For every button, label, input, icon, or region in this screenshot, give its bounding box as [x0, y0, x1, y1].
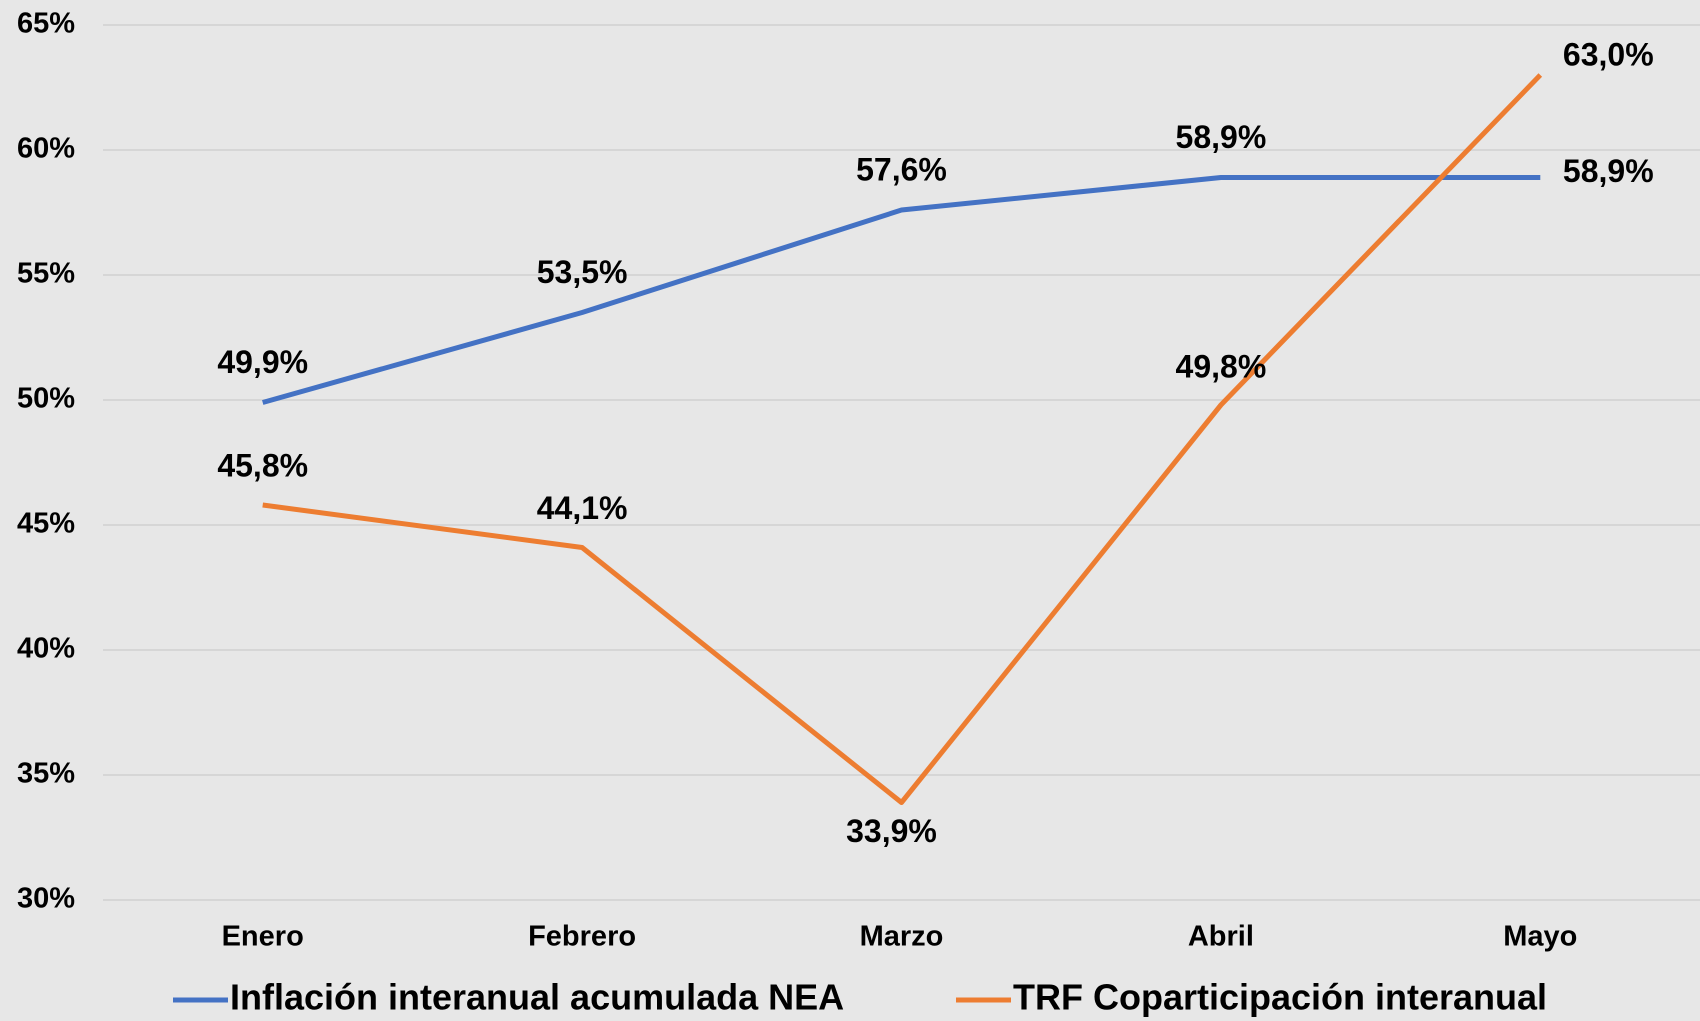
data-label: 33,9% [846, 813, 937, 849]
data-label: 49,8% [1176, 348, 1267, 384]
series-line [262, 175, 1541, 405]
y-tick-label: 65% [17, 8, 75, 40]
x-tick-label: Febrero [528, 921, 636, 953]
legend-label: TRF Coparticipación interanual [1013, 977, 1547, 1018]
data-label: 53,5% [537, 254, 628, 290]
data-label: 44,1% [537, 490, 628, 526]
y-tick-label: 45% [17, 508, 75, 540]
x-tick-label: Enero [222, 921, 304, 953]
data-label: 58,9% [1563, 153, 1654, 189]
x-tick-label: Abril [1188, 921, 1254, 953]
y-tick-label: 60% [17, 133, 75, 165]
data-label: 49,9% [217, 344, 308, 380]
y-tick-label: 40% [17, 633, 75, 665]
data-label: 45,8% [217, 447, 308, 483]
legend-label: Inflación interanual acumulada NEA [230, 977, 844, 1018]
y-tick-label: 55% [17, 258, 75, 290]
data-label: 63,0% [1563, 36, 1654, 72]
data-label: 58,9% [1176, 119, 1267, 155]
x-tick-label: Mayo [1503, 921, 1577, 953]
data-label: 57,6% [856, 151, 947, 187]
y-tick-label: 30% [17, 883, 75, 915]
series-line [262, 73, 1543, 805]
y-tick-label: 50% [17, 383, 75, 415]
y-tick-label: 35% [17, 758, 75, 790]
x-tick-label: Marzo [860, 921, 944, 953]
